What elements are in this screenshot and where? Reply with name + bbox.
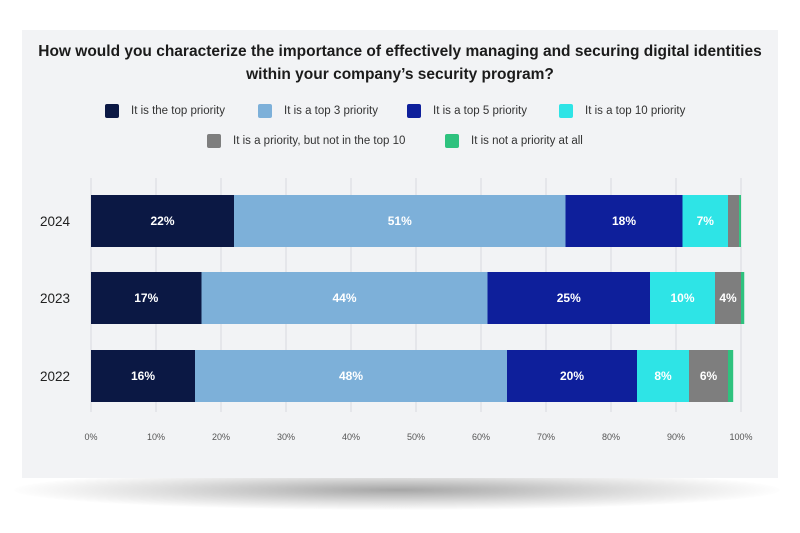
bar-segment (650, 272, 715, 324)
data-label: 10% (670, 291, 694, 305)
x-tick-label: 90% (667, 432, 685, 442)
bar-segment (715, 272, 741, 324)
bar-segment (689, 350, 728, 402)
legend-label-top-5: It is a top 5 priority (433, 105, 527, 117)
bar-segment (739, 195, 741, 247)
chart-title-line-2: within your company’s security program? (246, 66, 554, 83)
legend-label-not-top-10: It is a priority, but not in the top 10 (233, 135, 406, 147)
x-tick-label: 80% (602, 432, 620, 442)
x-tick-label: 20% (212, 432, 230, 442)
bar-segment (91, 350, 195, 402)
legend-swatch-not-priority (445, 134, 459, 148)
legend-item-top-5: It is a top 5 priority (407, 103, 527, 119)
bar-segment (682, 195, 728, 247)
chart-title: How would you characterize the importanc… (22, 40, 778, 86)
data-label: 25% (557, 291, 581, 305)
data-label: 18% (612, 214, 636, 228)
data-label: 6% (700, 369, 718, 383)
data-label: 51% (388, 214, 412, 228)
legend-swatch-top-10 (559, 104, 573, 118)
data-label: 22% (150, 214, 174, 228)
bar-segment (728, 195, 740, 247)
data-label: 20% (560, 369, 584, 383)
bar-segment (637, 350, 689, 402)
data-label: 48% (339, 369, 363, 383)
bar-segment (728, 350, 734, 402)
x-tick-label: 40% (342, 432, 360, 442)
legend-swatch-not-top-10 (207, 134, 221, 148)
legend-label-top-priority: It is the top priority (131, 105, 225, 117)
category-label: 2024 (40, 214, 71, 229)
x-tick-label: 50% (407, 432, 425, 442)
x-tick-label: 0% (84, 432, 97, 442)
data-label: 4% (719, 291, 737, 305)
bar-segment (487, 272, 650, 324)
legend-label-top-3: It is a top 3 priority (284, 105, 378, 117)
x-tick-label: 10% (147, 432, 165, 442)
bar-segment (91, 272, 202, 324)
legend-swatch-top-priority (105, 104, 119, 118)
category-label: 2023 (40, 291, 70, 306)
x-tick-label: 30% (277, 432, 295, 442)
chart-title-line-1: How would you characterize the importanc… (38, 43, 762, 60)
data-label: 17% (134, 291, 158, 305)
legend-item-top-priority: It is the top priority (105, 103, 225, 119)
legend-swatch-top-3 (258, 104, 272, 118)
legend-label-top-10: It is a top 10 priority (585, 105, 686, 117)
x-tick-label: 60% (472, 432, 490, 442)
legend-item-not-top-10: It is a priority, but not in the top 10 (207, 133, 405, 149)
bar-segment (234, 195, 566, 247)
data-label: 16% (131, 369, 155, 383)
category-label: 2022 (40, 369, 70, 384)
stacked-bar-chart: 0% 10% 20% 30% 40% 50% 60% 70% 80% 90% 100% 2024 22%… (40, 178, 753, 442)
legend-label-not-priority: It is not a priority at all (471, 135, 583, 147)
data-label: 8% (654, 369, 672, 383)
bar-segment (741, 272, 745, 324)
chart-card: How would you characterize the importanc… (22, 30, 778, 478)
legend-swatch-top-5 (407, 104, 421, 118)
bar-segment (565, 195, 683, 247)
bar-segment (91, 195, 234, 247)
data-label: 7% (697, 214, 715, 228)
x-tick-label: 70% (537, 432, 555, 442)
legend-item-not-priority: It is not a priority at all (445, 133, 583, 149)
legend-item-top-3: It is a top 3 priority (258, 103, 378, 119)
bar-segment (201, 272, 488, 324)
bar-segment (507, 350, 637, 402)
bar-segment (195, 350, 507, 402)
x-tick-label: 100% (729, 432, 752, 442)
legend-item-top-10: It is a top 10 priority (559, 103, 685, 119)
data-label: 44% (332, 291, 356, 305)
